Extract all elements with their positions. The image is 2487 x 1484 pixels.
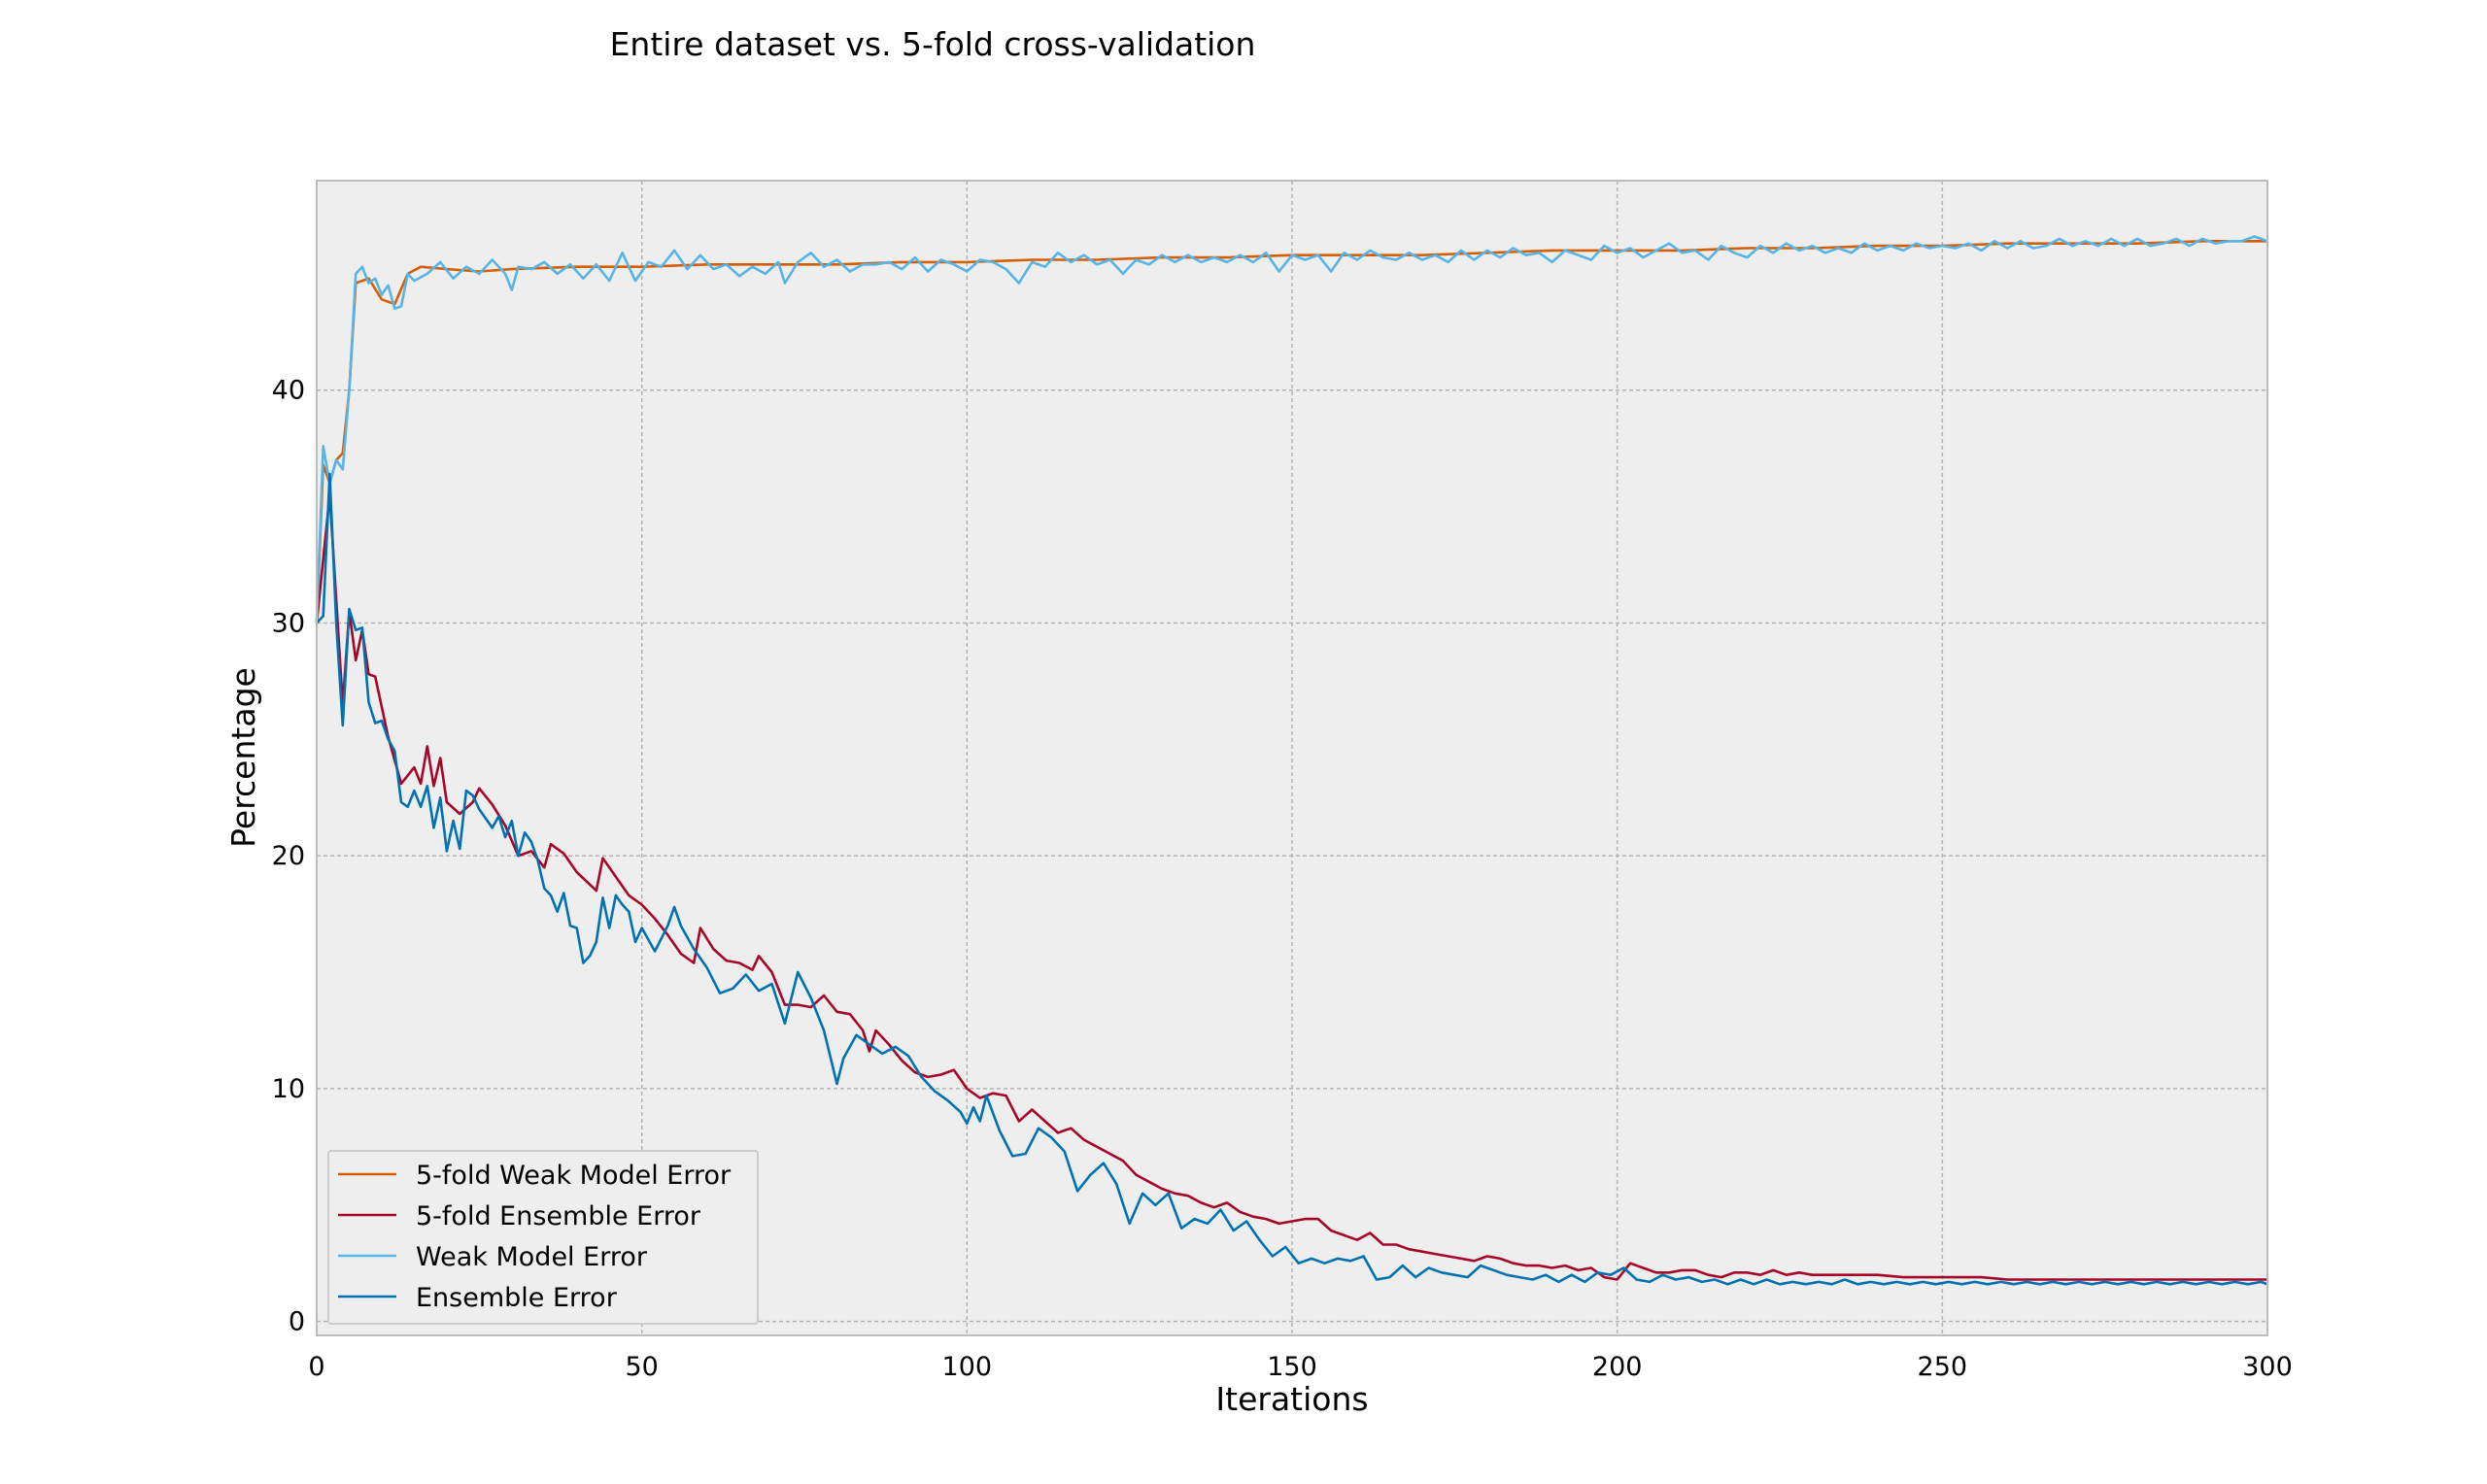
x-axis-ticks: 0 50 100 150 200 250 300 <box>308 1352 2292 1382</box>
y-tick-label: 30 <box>272 608 305 638</box>
x-tick-label: 200 <box>1592 1352 1643 1382</box>
legend-label-3: Weak Model Error <box>416 1242 648 1272</box>
y-axis-ticks: 0 10 20 30 40 <box>272 376 305 1337</box>
y-axis-label: Percentage <box>224 667 262 848</box>
x-tick-label: 300 <box>2242 1352 2293 1382</box>
x-tick-label: 150 <box>1267 1352 1317 1382</box>
legend-label-2: 5-fold Ensemble Error <box>416 1201 701 1231</box>
series-line-2 <box>315 493 2267 1281</box>
chart-title: Entire dataset vs. 5-fold cross-validati… <box>610 25 1256 63</box>
legend-label-1: 5-fold Weak Model Error <box>416 1161 732 1191</box>
legend: 5-fold Weak Model Error 5-fold Ensemble E… <box>327 1150 759 1325</box>
legend-box <box>327 1150 759 1325</box>
series-line-3 <box>315 235 2268 624</box>
x-tick-label: 50 <box>625 1352 658 1382</box>
series-lines <box>315 235 2268 1286</box>
x-tick-label: 100 <box>942 1352 993 1382</box>
x-tick-label: 250 <box>1918 1352 1968 1382</box>
legend-label-4: Ensemble Error <box>416 1283 618 1313</box>
y-tick-label: 10 <box>272 1074 305 1104</box>
x-tick-label: 0 <box>308 1352 324 1382</box>
plot-border <box>316 180 2268 1336</box>
y-tick-label: 40 <box>272 376 305 406</box>
series-line-4 <box>316 472 2268 1286</box>
y-tick-label: 0 <box>289 1307 305 1337</box>
y-tick-label: 20 <box>272 841 305 871</box>
x-axis-label: Iterations <box>1215 1380 1368 1418</box>
